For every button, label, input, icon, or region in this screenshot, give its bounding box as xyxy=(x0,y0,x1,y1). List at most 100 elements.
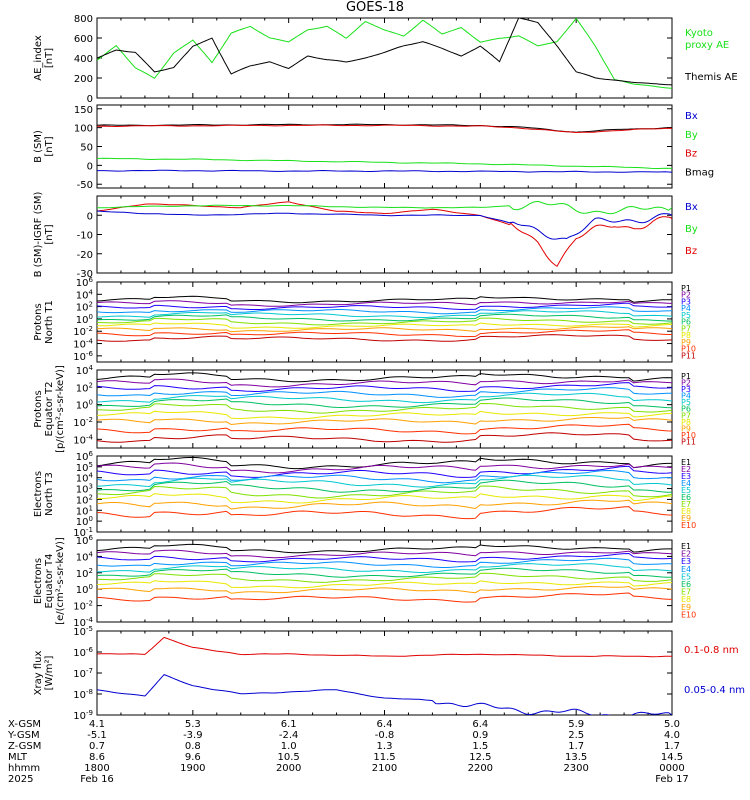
series-0-1-0-8-nm xyxy=(97,636,672,658)
legend-label: P11 xyxy=(681,437,696,446)
y-tick-label: -50 xyxy=(77,180,93,191)
y-tick-label: 10-1 xyxy=(73,526,93,539)
channel-line xyxy=(97,557,672,568)
legend-label: By xyxy=(685,224,698,235)
y-tick-label: 106 xyxy=(76,534,94,547)
y-tick-label: 105 xyxy=(76,461,93,474)
y-axis-label: Electrons xyxy=(33,558,44,604)
series-bx xyxy=(97,210,672,240)
channel-line xyxy=(97,306,672,315)
legend-label: P7 xyxy=(681,324,691,333)
y-tick-label: -30 xyxy=(77,269,93,280)
footer-value: 14.5 xyxy=(661,752,683,763)
footer-value: 4.1 xyxy=(89,719,105,730)
footer-value: 1.0 xyxy=(281,741,297,752)
channel-line xyxy=(97,479,672,493)
channel-line xyxy=(97,580,672,589)
panel-bdiff: 0 -10 -20 -30 B (SM)-IGRF (SM) [nT] Bx By Bz xyxy=(33,192,698,280)
legend-label: P7 xyxy=(681,411,691,420)
y-tick-label: 10-7 xyxy=(73,667,93,680)
channel-line xyxy=(97,465,672,478)
channel-line xyxy=(97,572,672,583)
legend-label: P6 xyxy=(681,405,691,414)
channel-line xyxy=(97,563,672,574)
y-axis-label: [e/(cm²-s-sr-keV)] xyxy=(55,537,66,625)
footer-value: 2300 xyxy=(563,763,588,774)
footer-value: 2.5 xyxy=(568,730,584,741)
legend-label: E10 xyxy=(681,521,696,530)
legend-label: E2 xyxy=(681,465,691,474)
panel-protons-equator: 104 102 100 10-2 10-4 Protons Equator T2 [p/(cm… xyxy=(33,364,696,453)
channel-line xyxy=(97,585,672,594)
y-axis-label: North T1 xyxy=(44,300,55,344)
footer-row-label: Y-GSM xyxy=(7,730,40,741)
y-tick-label: 106 xyxy=(76,276,94,289)
y-tick-label: 400 xyxy=(74,54,93,65)
channel-line xyxy=(97,382,672,393)
series-bz xyxy=(97,124,672,134)
channel-line xyxy=(97,469,672,484)
legend-label: P5 xyxy=(681,398,691,407)
footer-value: 9.6 xyxy=(185,752,201,763)
channel-line xyxy=(97,372,672,383)
channel-line xyxy=(97,432,672,443)
footer-value: 2100 xyxy=(372,763,397,774)
y-tick-label: -10 xyxy=(77,231,93,242)
channel-line xyxy=(97,300,672,307)
footer-value: Feb 16 xyxy=(80,774,114,785)
footer-value: 1.7 xyxy=(664,741,680,752)
footer-value: 0000 xyxy=(659,763,684,774)
plot-area xyxy=(97,636,672,715)
y-tick-label: 100 xyxy=(76,399,93,412)
channel-line xyxy=(97,485,672,499)
y-axis-label: [nT] xyxy=(44,136,55,156)
y-tick-label: 102 xyxy=(76,381,93,394)
legend-label: P8 xyxy=(681,418,691,427)
legend-label: E7 xyxy=(681,500,691,509)
legend-label: 0.1-0.8 nm xyxy=(684,645,739,656)
legend-label: E5 xyxy=(681,572,691,581)
legend-label: Kyoto xyxy=(685,28,713,39)
footer-value: Feb 17 xyxy=(655,774,689,785)
y-tick-label: 104 xyxy=(76,364,94,377)
channel-line xyxy=(97,567,672,578)
y-axis-label: [nT] xyxy=(44,48,55,68)
plot-area xyxy=(97,456,672,520)
channel-line xyxy=(97,313,672,322)
plot-area xyxy=(97,295,672,342)
y-tick-label: 10-4 xyxy=(73,433,93,446)
footer-value: 1.5 xyxy=(472,741,488,752)
channel-line xyxy=(97,410,672,420)
legend-label: P9 xyxy=(681,338,691,347)
y-tick-label: 0 xyxy=(87,211,93,222)
y-tick-label: 10-6 xyxy=(73,646,93,659)
channel-line xyxy=(97,310,672,319)
footer-value: 0.7 xyxy=(89,741,105,752)
legend-label: E1 xyxy=(681,458,691,467)
y-tick-label: 101 xyxy=(76,504,93,517)
footer-value: 1.3 xyxy=(377,741,393,752)
footer-value: 8.6 xyxy=(89,752,105,763)
y-axis-label: B (SM) xyxy=(33,130,44,163)
y-tick-label: 10-5 xyxy=(73,625,93,638)
footer-value: 0.8 xyxy=(185,741,201,752)
legend-label: P10 xyxy=(681,431,696,440)
channel-line xyxy=(97,387,672,398)
y-axis-label: Equator T4 xyxy=(44,554,55,609)
axis-footer: X-GSMY-GSMZ-GSMMLThhmm20254.1-5.10.78.61… xyxy=(7,719,689,785)
footer-row-label: 2025 xyxy=(8,774,33,785)
plot-area xyxy=(97,543,672,603)
footer-value: -5.1 xyxy=(87,730,107,741)
y-tick-label: 0 xyxy=(87,161,93,172)
legend-label: E6 xyxy=(681,493,691,502)
channel-line xyxy=(97,549,672,559)
legend-label: P6 xyxy=(681,318,691,327)
legend-label: E10 xyxy=(681,610,696,619)
y-axis-label: [nT] xyxy=(44,224,55,244)
panel-xray: 10-5 10-6 10-7 10-8 10-9 Xray flux [W/m²] 0.1-0… xyxy=(33,625,745,722)
channel-line xyxy=(97,543,672,554)
y-tick-label: 10-4 xyxy=(73,338,93,351)
channel-line xyxy=(97,334,672,342)
channel-line xyxy=(97,592,672,603)
legend-label: Bx xyxy=(685,202,698,213)
